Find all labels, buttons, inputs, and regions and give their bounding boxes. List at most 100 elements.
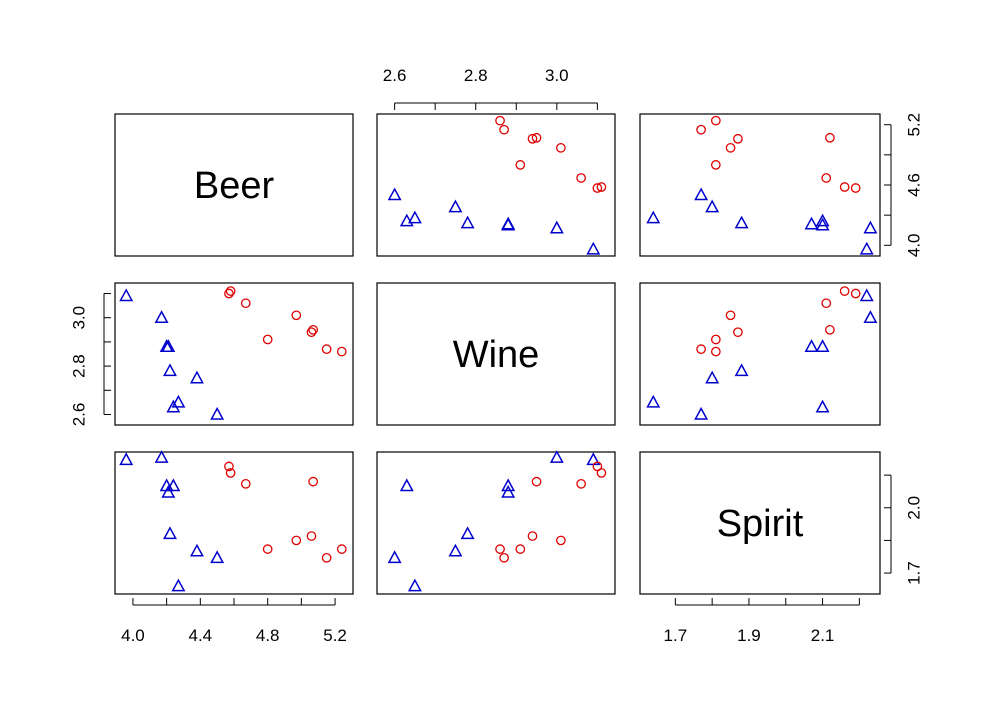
data-point-triangle xyxy=(815,339,830,352)
data-point-triangle xyxy=(863,310,878,323)
data-point-triangle xyxy=(705,199,720,213)
data-point-triangle xyxy=(804,339,819,352)
data-point-circle xyxy=(710,115,721,126)
data-point-circle xyxy=(495,115,505,126)
data-point-circle xyxy=(821,173,832,183)
panel-beer-vs-wine xyxy=(376,113,616,257)
panel-spirit-vs-wine xyxy=(376,450,616,595)
data-point-triangle xyxy=(646,210,661,224)
tick-label: 2.8 xyxy=(464,66,488,85)
data-point-circle xyxy=(825,132,835,143)
data-point-circle xyxy=(696,124,706,135)
data-point-circle xyxy=(531,476,542,487)
data-point-circle xyxy=(306,531,317,541)
data-point-triangle xyxy=(171,394,186,408)
tick-label: 3.0 xyxy=(69,306,88,330)
data-point-circle xyxy=(262,334,273,345)
panel-frame xyxy=(639,113,881,257)
data-point-circle xyxy=(710,346,721,357)
data-point-triangle xyxy=(734,215,749,229)
data-point-triangle xyxy=(448,543,463,557)
panel-beer-vs-beer: Beer xyxy=(114,113,354,257)
tick-label: 4.4 xyxy=(188,626,212,645)
panel-spirit-vs-spirit: Spirit xyxy=(639,451,881,595)
data-point-triangle xyxy=(815,217,830,231)
data-point-triangle xyxy=(734,363,749,377)
data-point-triangle xyxy=(163,363,177,377)
data-point-circle xyxy=(499,124,509,135)
data-point-circle xyxy=(240,478,251,489)
data-point-circle xyxy=(306,327,317,338)
data-point-triangle xyxy=(407,578,422,592)
data-point-triangle xyxy=(171,578,186,592)
tick-label: 3.0 xyxy=(545,66,569,85)
data-point-circle xyxy=(596,182,607,192)
data-point-triangle xyxy=(549,220,564,234)
tick-label: 4.0 xyxy=(904,233,923,257)
data-point-circle xyxy=(556,142,566,153)
y-axis-right-beer: 4.0 4.6 5.2 xyxy=(884,113,923,257)
data-point-circle xyxy=(515,544,526,554)
data-point-circle xyxy=(225,286,236,296)
data-point-triangle xyxy=(549,450,564,463)
panel-frame xyxy=(376,282,616,426)
panel-spirit-vs-beer xyxy=(114,450,354,595)
panel-frame xyxy=(639,282,881,426)
data-point-triangle xyxy=(154,450,169,463)
data-point-circle xyxy=(821,298,832,309)
tick-label: 1.7 xyxy=(664,626,688,645)
data-point-triangle xyxy=(815,399,830,413)
data-point-triangle xyxy=(501,216,516,230)
data-point-triangle xyxy=(586,241,601,255)
data-point-triangle xyxy=(119,452,134,466)
y-axis-right-spirit: 1.7 2.0 xyxy=(884,474,923,585)
data-point-circle xyxy=(515,160,526,170)
panel-wine-vs-spirit xyxy=(639,282,881,426)
tick-label: 5.2 xyxy=(904,113,923,137)
tick-label: 4.6 xyxy=(904,173,923,197)
data-point-triangle xyxy=(407,210,422,224)
tick-label: 2.1 xyxy=(811,626,835,645)
variable-label-beer: Beer xyxy=(194,165,275,207)
panel-wine-vs-wine: Wine xyxy=(376,282,616,426)
data-point-triangle xyxy=(460,526,475,540)
data-point-triangle xyxy=(863,220,878,234)
data-point-triangle xyxy=(448,199,463,213)
variable-label-spirit: Spirit xyxy=(717,503,804,545)
data-point-circle xyxy=(225,468,236,478)
data-point-triangle xyxy=(166,478,181,492)
data-point-circle xyxy=(291,310,302,321)
data-point-circle xyxy=(321,552,332,563)
panel-beer-vs-spirit xyxy=(639,113,881,257)
panel-frame xyxy=(114,282,354,426)
data-point-circle xyxy=(733,327,743,338)
data-point-circle xyxy=(556,535,566,546)
data-point-circle xyxy=(527,531,538,541)
data-point-triangle xyxy=(859,241,874,255)
data-point-triangle xyxy=(646,394,661,408)
data-point-circle xyxy=(240,298,251,309)
data-point-circle xyxy=(527,133,538,144)
data-point-triangle xyxy=(161,484,176,498)
data-point-triangle xyxy=(154,310,169,323)
data-point-circle xyxy=(725,142,736,153)
data-point-circle xyxy=(308,476,319,487)
tick-label: 4.8 xyxy=(256,626,280,645)
data-point-triangle xyxy=(859,288,874,302)
y-axis-left-wine: 2.6 2.8 3.0 xyxy=(69,293,111,426)
data-point-circle xyxy=(495,544,505,554)
data-point-triangle xyxy=(210,550,225,564)
data-point-circle xyxy=(839,286,850,296)
data-point-triangle xyxy=(387,187,402,201)
data-point-circle xyxy=(321,344,332,355)
tick-label: 2.0 xyxy=(904,496,923,520)
panel-wine-vs-beer xyxy=(114,282,354,426)
data-point-circle xyxy=(262,544,273,554)
data-point-circle xyxy=(499,552,509,563)
tick-label: 1.7 xyxy=(904,561,923,585)
data-point-triangle xyxy=(705,370,720,384)
data-point-triangle xyxy=(210,406,225,420)
data-point-circle xyxy=(576,173,587,183)
data-point-circle xyxy=(336,346,347,357)
